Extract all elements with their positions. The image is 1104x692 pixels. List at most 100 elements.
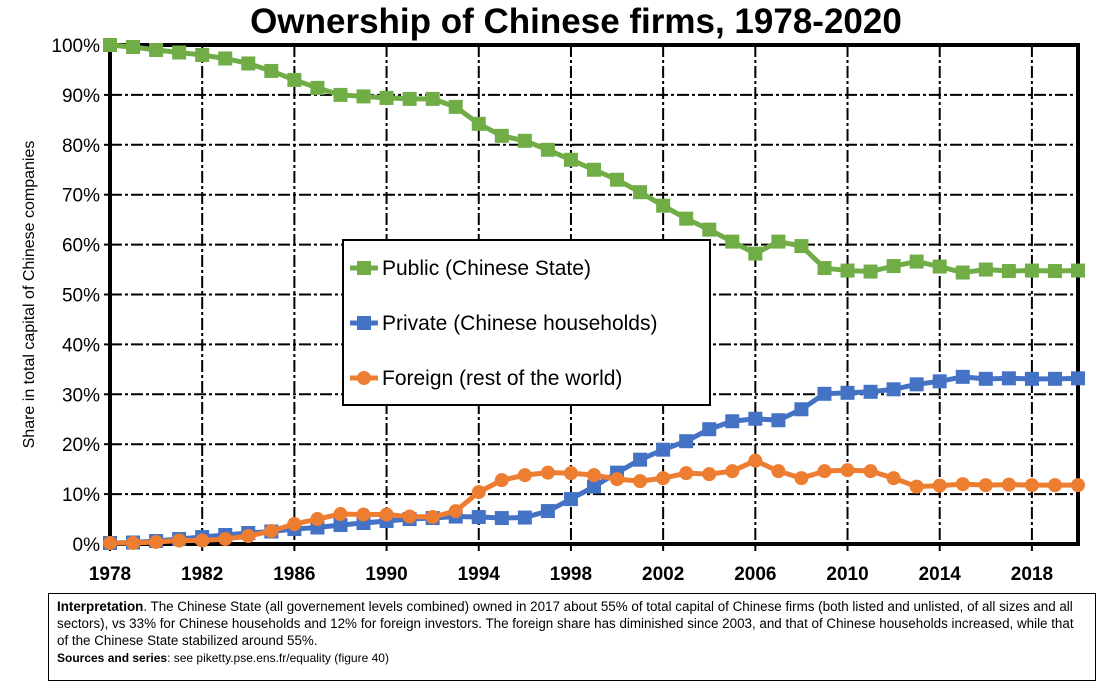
data-point	[955, 369, 970, 384]
y-tick-label: 60%	[62, 236, 100, 257]
data-point	[725, 464, 740, 479]
data-point	[333, 518, 348, 533]
data-point	[287, 72, 302, 87]
data-point	[540, 142, 555, 157]
data-point	[840, 463, 855, 478]
data-point	[725, 234, 740, 249]
sources-text: : see piketty.pse.ens.fr/equality (figur…	[167, 651, 389, 665]
data-point	[909, 479, 924, 494]
data-point	[149, 535, 164, 550]
data-point	[103, 536, 117, 551]
data-point	[356, 507, 371, 522]
data-point	[771, 234, 786, 249]
data-point	[794, 239, 809, 254]
data-point	[932, 478, 947, 493]
data-point	[679, 434, 694, 449]
data-point	[356, 89, 371, 104]
data-point	[587, 479, 601, 494]
x-tick-label: 1998	[550, 564, 592, 585]
data-point	[517, 510, 532, 525]
x-tick-label: 1982	[181, 564, 223, 585]
data-point	[402, 91, 417, 106]
data-point	[656, 471, 671, 486]
data-point	[379, 90, 394, 105]
legend-box	[342, 239, 711, 406]
data-point	[126, 536, 141, 551]
data-point	[126, 39, 141, 54]
y-tick-label: 100%	[51, 36, 100, 57]
data-point	[932, 259, 947, 274]
data-point	[748, 246, 763, 261]
x-tick-label: 2002	[642, 564, 684, 585]
data-point	[748, 453, 763, 468]
data-point	[1071, 371, 1085, 386]
data-point	[1024, 371, 1039, 386]
interpretation-text: . The Chinese State (all governement lev…	[57, 599, 1074, 648]
data-point	[702, 422, 717, 437]
legend-label: Foreign (rest of the world)	[382, 367, 622, 390]
data-point	[1047, 371, 1062, 386]
data-point	[310, 80, 325, 95]
y-tick-label: 50%	[62, 286, 100, 307]
data-point	[978, 478, 993, 493]
data-point	[517, 133, 532, 148]
legend-marker	[357, 261, 371, 275]
data-point	[587, 468, 601, 483]
data-point	[817, 464, 832, 479]
data-point	[863, 264, 878, 279]
legend-label: Public (Chinese State)	[382, 257, 591, 280]
data-point	[1024, 478, 1039, 493]
data-point	[863, 464, 878, 479]
interpretation-note: Interpretation. The Chinese State (all g…	[48, 593, 1096, 681]
data-point	[287, 517, 302, 532]
data-point	[195, 47, 210, 62]
data-point	[863, 384, 878, 399]
data-point	[587, 162, 601, 177]
x-tick-label: 1990	[365, 564, 407, 585]
data-point	[494, 473, 509, 488]
data-point	[310, 512, 325, 527]
y-axis-label: Share in total capital of Chinese compan…	[21, 141, 38, 449]
data-point	[471, 485, 486, 500]
data-point	[886, 471, 901, 486]
y-tick-label: 70%	[62, 186, 100, 207]
data-point	[333, 507, 348, 522]
data-point	[1047, 264, 1062, 279]
y-tick-label: 0%	[73, 535, 101, 556]
data-point	[679, 211, 694, 226]
y-tick-label: 80%	[62, 136, 100, 157]
data-point	[932, 374, 947, 389]
data-point	[909, 254, 924, 269]
data-point	[725, 414, 740, 429]
data-point	[610, 172, 625, 187]
data-point	[978, 371, 993, 386]
sources-label: Sources and series	[57, 651, 168, 665]
data-point	[448, 504, 463, 519]
data-point	[172, 45, 187, 60]
legend-label: Private (Chinese households)	[382, 312, 657, 335]
data-point	[517, 468, 532, 483]
data-point	[702, 467, 717, 482]
data-point	[172, 533, 187, 548]
data-point	[448, 99, 463, 114]
data-point	[241, 529, 256, 544]
data-point	[1071, 478, 1085, 493]
data-point	[540, 504, 555, 519]
data-point	[241, 56, 256, 71]
data-point	[402, 509, 417, 524]
y-tick-label: 90%	[62, 86, 100, 107]
data-point	[794, 471, 809, 486]
data-point	[494, 128, 509, 143]
x-tick-label: 2014	[919, 564, 962, 585]
interpretation-label: Interpretation	[57, 599, 144, 614]
data-point	[656, 442, 671, 457]
data-point	[909, 377, 924, 392]
data-point	[149, 42, 164, 57]
data-point	[633, 452, 648, 467]
data-point	[471, 510, 486, 525]
x-tick-label: 2018	[1011, 564, 1053, 585]
data-point	[563, 492, 578, 507]
data-point	[610, 472, 625, 487]
data-point	[379, 507, 394, 522]
